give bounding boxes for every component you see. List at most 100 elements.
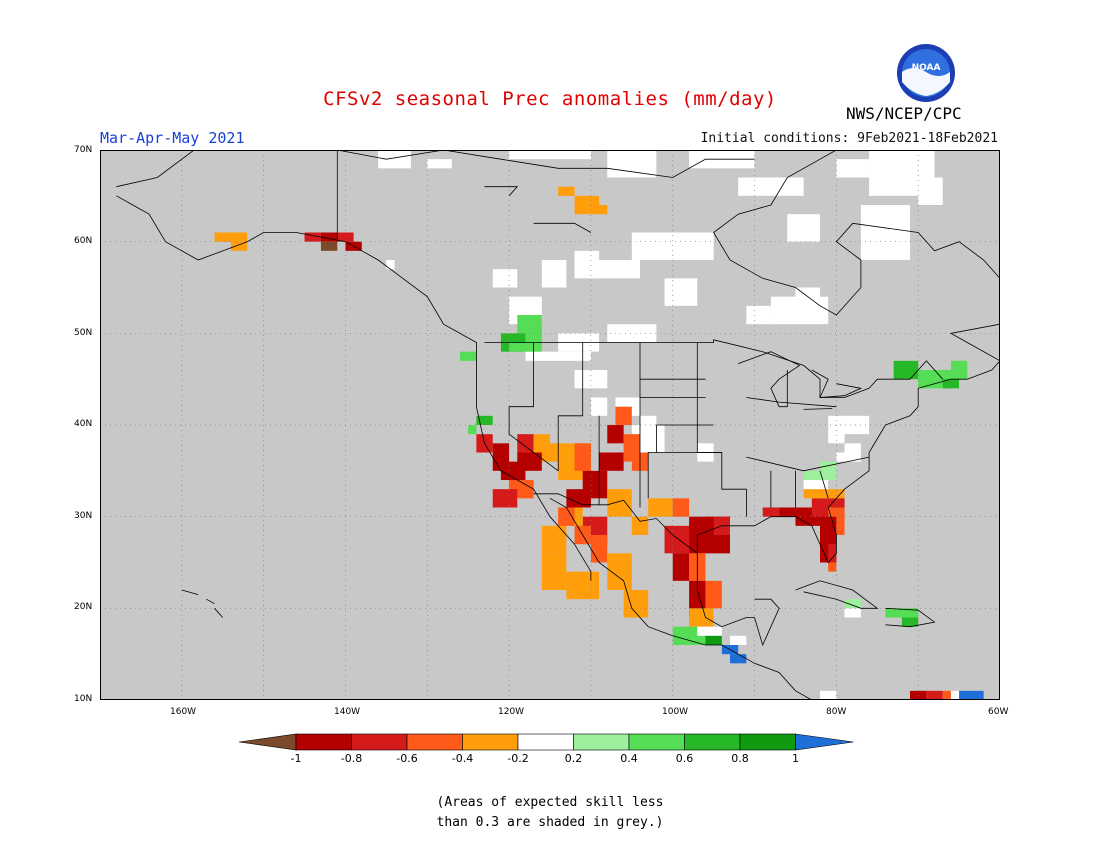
anomaly-cell xyxy=(509,342,542,352)
anomaly-cell xyxy=(378,150,411,169)
colorbar-extend-high xyxy=(795,733,854,751)
coastlines xyxy=(116,150,1000,700)
anomaly-cell xyxy=(828,544,837,563)
coastline-segment xyxy=(811,369,863,398)
coastline-segment xyxy=(533,493,698,554)
colorbar-segment xyxy=(628,733,685,751)
anomaly-cell xyxy=(476,415,493,425)
colorbar-tick-label: 1 xyxy=(792,752,799,765)
anomaly-cell xyxy=(664,278,698,306)
anomaly-cell xyxy=(460,351,477,361)
anomaly-cell xyxy=(926,690,943,700)
anomaly-cell xyxy=(672,498,690,517)
map-title: CFSv2 seasonal Prec anomalies (mm/day) xyxy=(323,88,777,110)
colorbar-segment xyxy=(351,733,408,751)
anomaly-cell xyxy=(844,608,861,618)
anomaly-cell xyxy=(820,690,837,700)
anomaly-cell xyxy=(762,507,780,517)
lat-label-20n: 20N xyxy=(74,602,93,612)
anomaly-cell xyxy=(492,489,518,508)
anomaly-cell xyxy=(631,516,649,535)
colorbar-segment xyxy=(684,733,741,751)
coastline-segment xyxy=(484,186,519,197)
colorbar-tick-label: 0.6 xyxy=(675,752,694,765)
anomaly-cell xyxy=(607,425,624,444)
anomaly-cell xyxy=(214,232,248,242)
anomaly-cell xyxy=(885,608,919,618)
anomaly-cell xyxy=(607,489,632,517)
anomaly-cell xyxy=(844,599,861,609)
anomaly-cell xyxy=(517,434,534,453)
initial-conditions: Initial conditions: 9Feb2021-18Feb2021 xyxy=(700,131,998,146)
colorbar-tick-label: -0.2 xyxy=(507,752,529,765)
coastline-segment xyxy=(746,456,870,472)
anomaly-cell xyxy=(304,232,321,242)
anomaly-cell xyxy=(566,571,600,600)
anomaly-cell xyxy=(558,507,575,526)
coastline-segment xyxy=(508,342,559,472)
anomaly-cell xyxy=(517,452,542,471)
anomaly-cell xyxy=(705,635,722,645)
colorbar-tick-label: 0.8 xyxy=(731,752,749,765)
lat-label-40n: 40N xyxy=(74,419,93,429)
anomaly-cell xyxy=(836,159,870,178)
anomaly-cell xyxy=(844,415,870,435)
colorbar-tick-label: -1 xyxy=(290,752,302,765)
coastline-segment xyxy=(647,425,657,499)
anomaly-cell xyxy=(918,177,943,205)
coastline-segment xyxy=(803,408,833,410)
skill-note-line-2: than 0.3 are shaded in grey.) xyxy=(436,815,664,830)
colorbar-extend-low xyxy=(238,733,297,751)
lon-label-160w: 160W xyxy=(170,707,197,717)
coastline-segment xyxy=(885,607,936,628)
colorbar-segment xyxy=(295,733,352,751)
anomaly-cell xyxy=(566,489,591,508)
colorbar-segment xyxy=(517,733,574,751)
anomaly-cell xyxy=(320,241,338,251)
anomaly-cell xyxy=(386,260,395,270)
anomaly-cell xyxy=(574,250,600,279)
lat-label-50n: 50N xyxy=(74,328,93,338)
anomaly-cell xyxy=(590,535,608,563)
lon-label-140w: 140W xyxy=(334,707,361,717)
anomaly-cell xyxy=(959,690,984,700)
anomaly-cell xyxy=(828,489,845,499)
lat-label-30n: 30N xyxy=(74,511,93,521)
anomaly-cell xyxy=(893,360,919,380)
anomaly-cell xyxy=(574,443,591,471)
anomaly-cell xyxy=(607,150,657,178)
anomaly-cell xyxy=(787,214,820,242)
map-frame xyxy=(100,150,1000,700)
anomaly-cell xyxy=(942,379,960,389)
lon-label-60w: 60W xyxy=(988,707,1009,717)
colorbar-tick-label: 0.2 xyxy=(564,752,583,765)
anomaly-cell xyxy=(672,553,690,581)
colorbar-segment xyxy=(573,733,630,751)
coastline-segment xyxy=(713,150,1000,362)
coastline-segment xyxy=(795,580,879,609)
anomaly-cell xyxy=(541,260,567,288)
coastline-segment xyxy=(116,150,755,188)
anomaly-cell xyxy=(730,654,747,664)
anomaly-cell xyxy=(828,415,845,444)
anomaly-cell xyxy=(541,553,567,590)
anomaly-cell xyxy=(590,205,608,215)
coastline-segment xyxy=(533,222,592,233)
coastline-segment xyxy=(819,470,829,499)
anomaly-cell xyxy=(590,397,608,416)
anomaly-cell xyxy=(689,608,714,627)
coastline-segment xyxy=(696,342,747,517)
colorbar xyxy=(238,733,863,755)
anomaly-cell xyxy=(427,159,452,169)
colorbar-segment xyxy=(739,733,796,751)
anomaly-cell xyxy=(607,324,657,343)
colorbar-segment xyxy=(462,733,519,751)
lat-label-60n: 60N xyxy=(74,236,93,246)
anomaly-cell xyxy=(648,498,673,517)
anomaly-cell xyxy=(320,232,338,242)
anomaly-cell xyxy=(558,186,575,196)
anomaly-cell xyxy=(779,507,804,517)
anomaly-cell xyxy=(599,452,624,471)
colorbar-segment xyxy=(406,733,463,751)
anomaly-cell xyxy=(337,232,354,242)
